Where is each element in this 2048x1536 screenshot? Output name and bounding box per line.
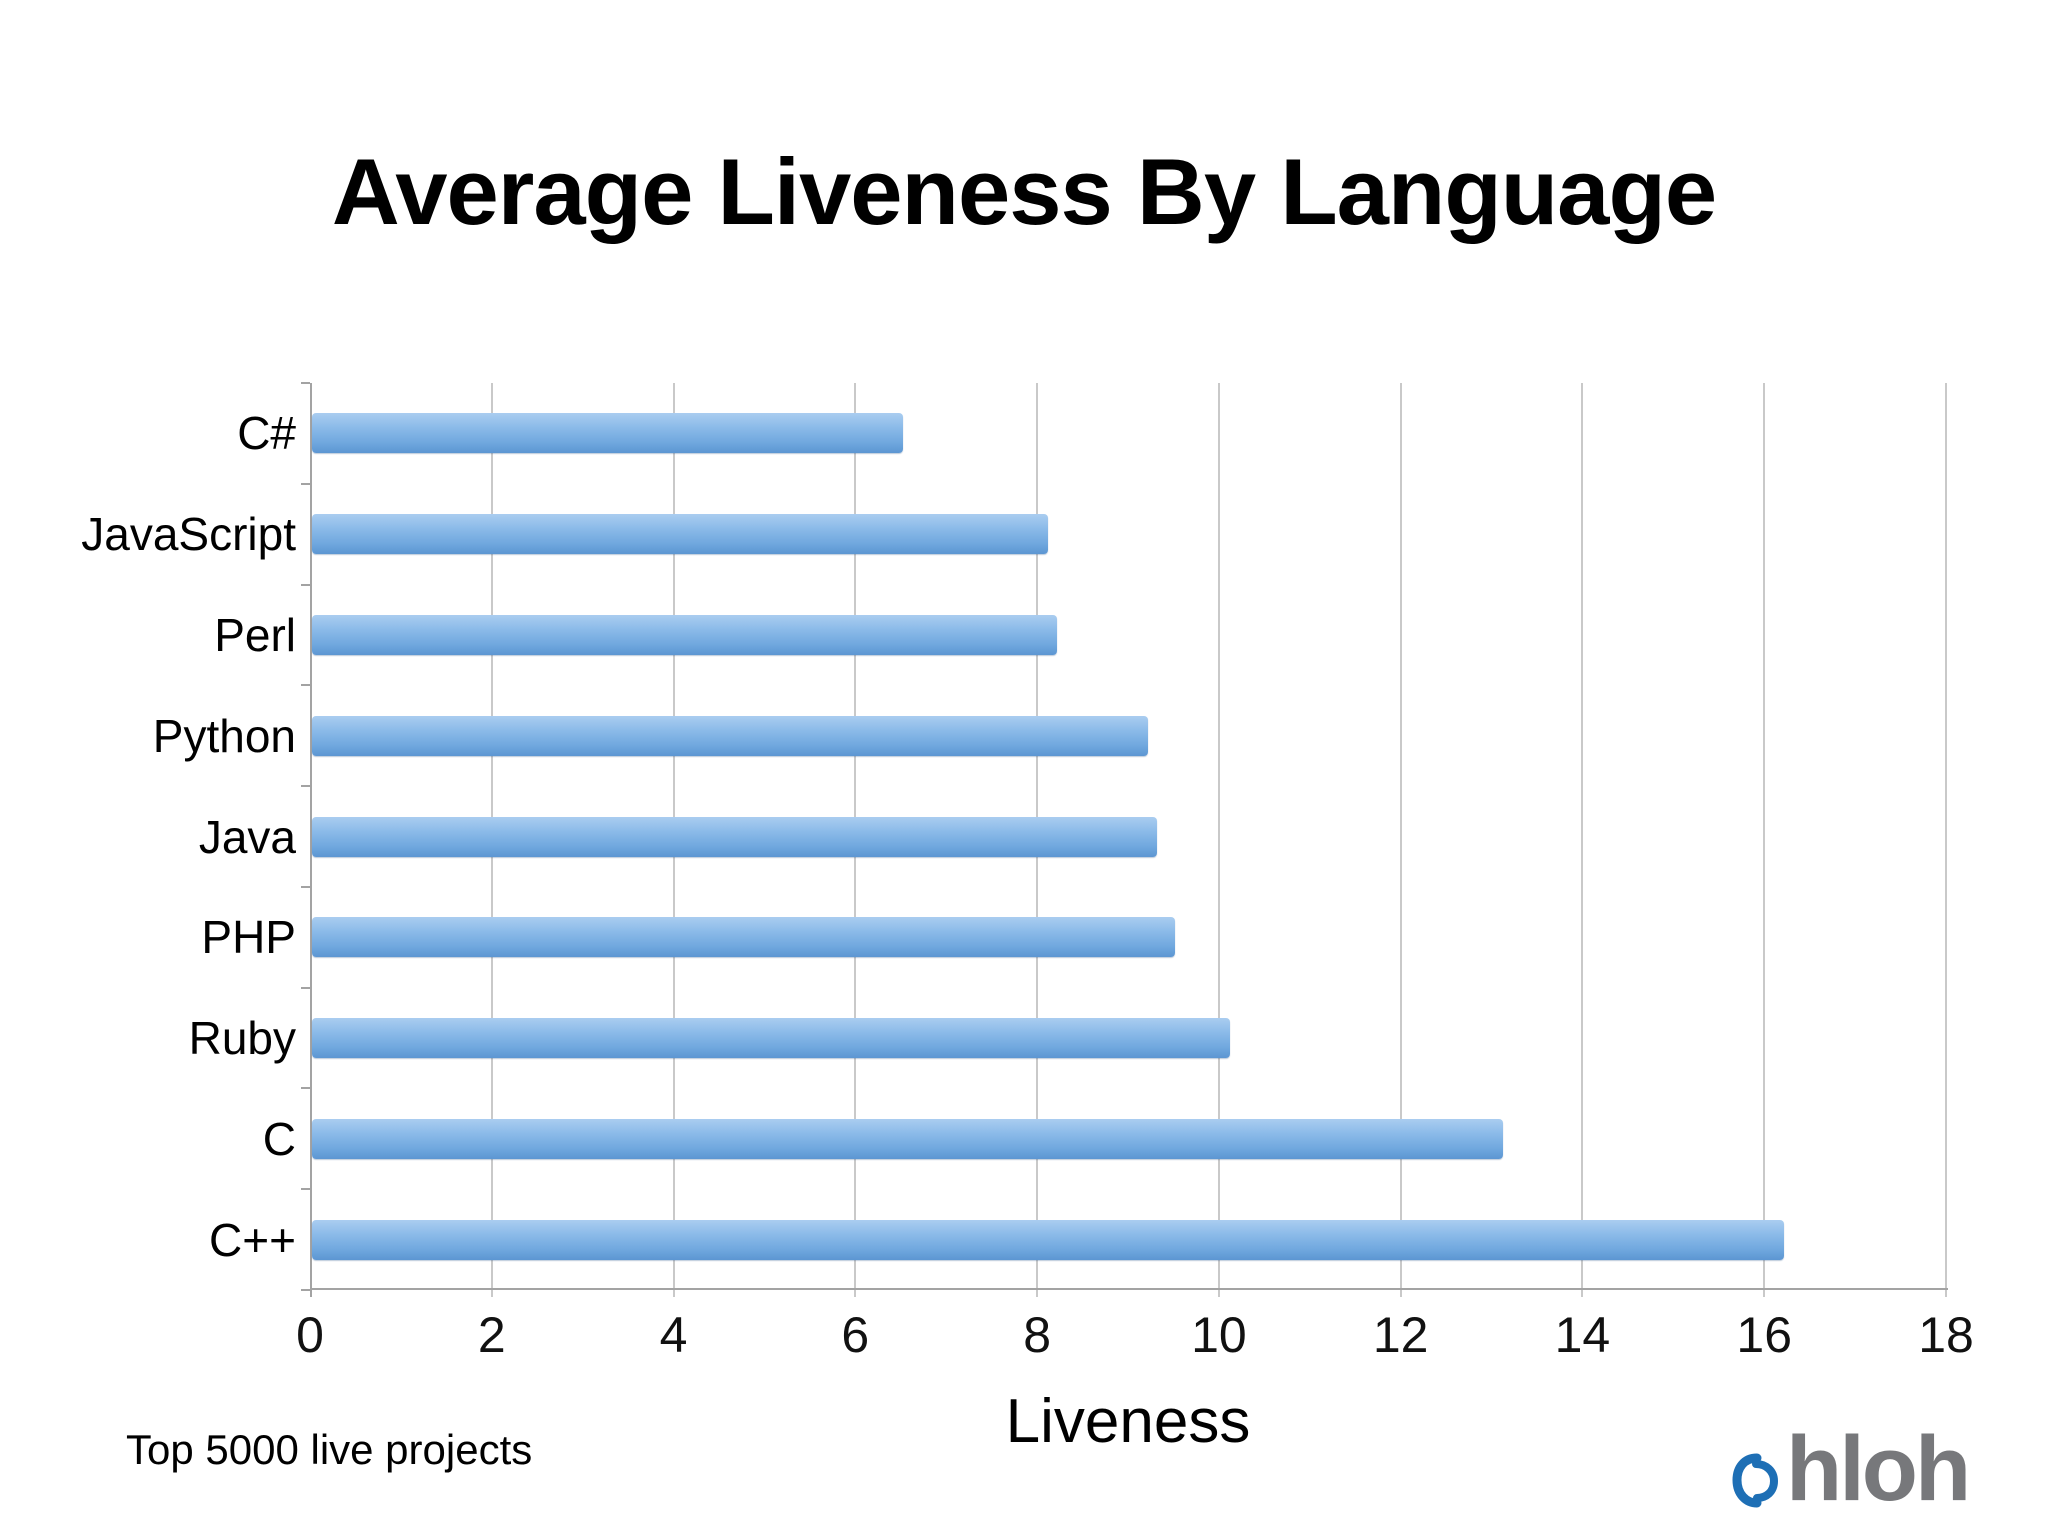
x-tick-label: 18 [1918,1307,1974,1363]
y-axis-tick [301,986,310,989]
x-tick-label: 10 [1191,1307,1247,1363]
gridline-x-16 [1763,383,1766,1297]
bar-java [312,816,1158,857]
x-tick-label: 4 [659,1307,688,1363]
y-axis-tick [301,1087,310,1090]
footnote: Top 5000 live projects [126,1426,533,1473]
gridline-x-18 [1945,383,1947,1297]
ohloh-swirl-o-icon [1730,1452,1782,1513]
y-axis-tick [301,684,310,687]
ohloh-logo-text: hloh [1786,1418,1971,1520]
chart-title: Average Liveness By Language [331,139,1717,244]
category-label: JavaScript [81,508,296,561]
bar-php [312,917,1176,958]
ohloh-logo: hloh [1728,1418,1971,1524]
y-axis-tick [301,785,310,788]
x-axis-title: Liveness [1005,1387,1251,1456]
bar-javascript [312,514,1049,555]
x-tick-label: 8 [1023,1307,1052,1363]
bar-c [312,1118,1503,1159]
x-tick-label: 2 [477,1307,506,1363]
category-label: C# [237,407,296,460]
x-axis-line [310,1288,1948,1290]
bar-ruby [312,1018,1230,1059]
y-axis-tick [301,583,310,586]
bar-python [312,715,1149,756]
y-axis-tick [301,1188,310,1191]
gridline-x-12 [1399,383,1402,1297]
gridline-x-10 [1217,383,1220,1297]
category-label: Ruby [188,1012,296,1065]
gridline-x-14 [1581,383,1584,1297]
y-axis-tick [301,382,310,384]
category-label: C [262,1112,296,1165]
x-tick-label: 6 [841,1307,870,1363]
bar-c [312,413,903,454]
x-tick-label: 14 [1554,1307,1611,1363]
x-tick-label: 0 [296,1307,324,1363]
category-label: Perl [214,608,296,661]
y-axis-tick [301,482,310,485]
category-label: Java [198,810,296,863]
y-axis-tick [301,885,310,888]
x-tick-label: 16 [1736,1307,1793,1363]
category-label: PHP [201,911,296,964]
x-tick-label: 12 [1372,1307,1429,1363]
category-label: C++ [209,1213,296,1266]
bar-c [312,1219,1785,1260]
category-label: Python [152,709,296,762]
bar-perl [312,614,1058,655]
y-axis-line [310,383,312,1297]
y-axis-tick [301,1289,310,1291]
